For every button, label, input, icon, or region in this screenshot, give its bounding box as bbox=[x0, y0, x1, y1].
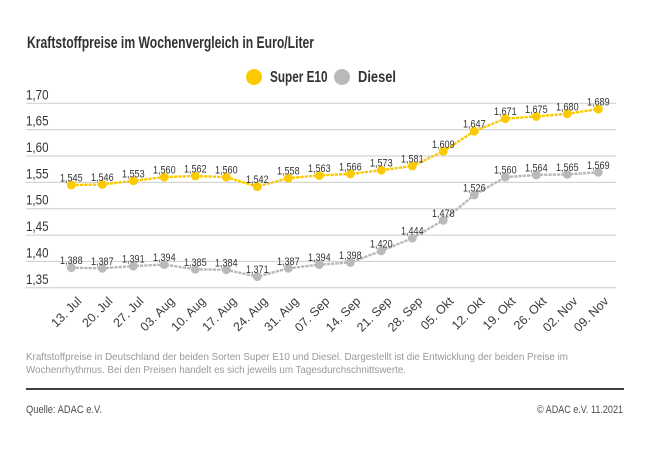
svg-text:© ADAC e.V. 11.2021: © ADAC e.V. 11.2021 bbox=[537, 404, 623, 416]
svg-text:12. Okt: 12. Okt bbox=[449, 294, 488, 333]
svg-text:1,680: 1,680 bbox=[556, 101, 579, 113]
svg-text:1,45: 1,45 bbox=[26, 218, 49, 234]
svg-text:1,50: 1,50 bbox=[26, 192, 49, 208]
svg-text:1,391: 1,391 bbox=[122, 254, 145, 266]
svg-text:1,55: 1,55 bbox=[26, 165, 49, 181]
svg-text:1,388: 1,388 bbox=[60, 255, 83, 267]
svg-text:Kraftstoffpreise im Wochenverg: Kraftstoffpreise im Wochenvergleich in E… bbox=[27, 34, 314, 52]
svg-text:Quelle: ADAC e.V.: Quelle: ADAC e.V. bbox=[26, 404, 102, 416]
svg-text:1,689: 1,689 bbox=[587, 97, 610, 109]
svg-text:1,387: 1,387 bbox=[277, 256, 300, 268]
svg-text:1,387: 1,387 bbox=[91, 256, 114, 268]
svg-text:1,560: 1,560 bbox=[215, 165, 238, 177]
svg-text:Diesel: Diesel bbox=[358, 69, 396, 86]
svg-text:1,70: 1,70 bbox=[26, 86, 49, 102]
svg-text:1,564: 1,564 bbox=[525, 163, 548, 175]
svg-text:1,371: 1,371 bbox=[246, 264, 269, 276]
svg-text:1,647: 1,647 bbox=[463, 119, 486, 131]
svg-text:1,560: 1,560 bbox=[494, 165, 517, 177]
svg-text:1,671: 1,671 bbox=[494, 106, 517, 118]
svg-text:1,562: 1,562 bbox=[184, 164, 207, 176]
svg-text:1,563: 1,563 bbox=[308, 163, 331, 175]
svg-text:1,569: 1,569 bbox=[587, 160, 610, 172]
svg-text:28. Sep: 28. Sep bbox=[385, 294, 425, 334]
svg-text:1,40: 1,40 bbox=[26, 244, 49, 260]
svg-text:Kraftstoffpreise in Deutschlan: Kraftstoffpreise in Deutschland der beid… bbox=[26, 351, 568, 363]
svg-text:1,542: 1,542 bbox=[246, 174, 269, 186]
svg-text:1,553: 1,553 bbox=[122, 168, 145, 180]
svg-text:1,420: 1,420 bbox=[370, 238, 393, 250]
svg-text:1,384: 1,384 bbox=[215, 257, 238, 269]
svg-text:1,546: 1,546 bbox=[91, 172, 114, 184]
svg-text:1,394: 1,394 bbox=[153, 252, 176, 264]
svg-text:1,385: 1,385 bbox=[184, 257, 207, 269]
svg-text:1,65: 1,65 bbox=[26, 113, 49, 129]
svg-text:1,398: 1,398 bbox=[339, 250, 362, 262]
svg-text:Wochenrhythmus. Bei den Preise: Wochenrhythmus. Bei den Preisen handelt … bbox=[26, 364, 406, 376]
svg-text:1,565: 1,565 bbox=[556, 162, 579, 174]
svg-text:1,609: 1,609 bbox=[432, 139, 455, 151]
svg-text:20. Jul: 20. Jul bbox=[79, 294, 115, 330]
svg-text:1,573: 1,573 bbox=[370, 158, 393, 170]
svg-text:1,558: 1,558 bbox=[277, 166, 300, 178]
svg-text:1,444: 1,444 bbox=[401, 226, 424, 238]
svg-text:1,394: 1,394 bbox=[308, 252, 331, 264]
svg-text:1,35: 1,35 bbox=[26, 271, 49, 287]
svg-text:1,60: 1,60 bbox=[26, 139, 49, 155]
svg-text:1,526: 1,526 bbox=[463, 183, 486, 195]
svg-text:13. Jul: 13. Jul bbox=[48, 294, 84, 330]
svg-text:Super E10: Super E10 bbox=[270, 69, 328, 86]
svg-text:1,581: 1,581 bbox=[401, 154, 424, 166]
svg-text:1,675: 1,675 bbox=[525, 104, 548, 116]
svg-text:1,566: 1,566 bbox=[339, 161, 362, 173]
svg-text:1,560: 1,560 bbox=[153, 165, 176, 177]
svg-text:09. Nov: 09. Nov bbox=[571, 294, 612, 335]
svg-text:05. Okt: 05. Okt bbox=[418, 294, 457, 333]
svg-text:1,478: 1,478 bbox=[432, 208, 455, 220]
svg-text:1,545: 1,545 bbox=[60, 173, 83, 185]
svg-text:19. Okt: 19. Okt bbox=[480, 294, 519, 333]
